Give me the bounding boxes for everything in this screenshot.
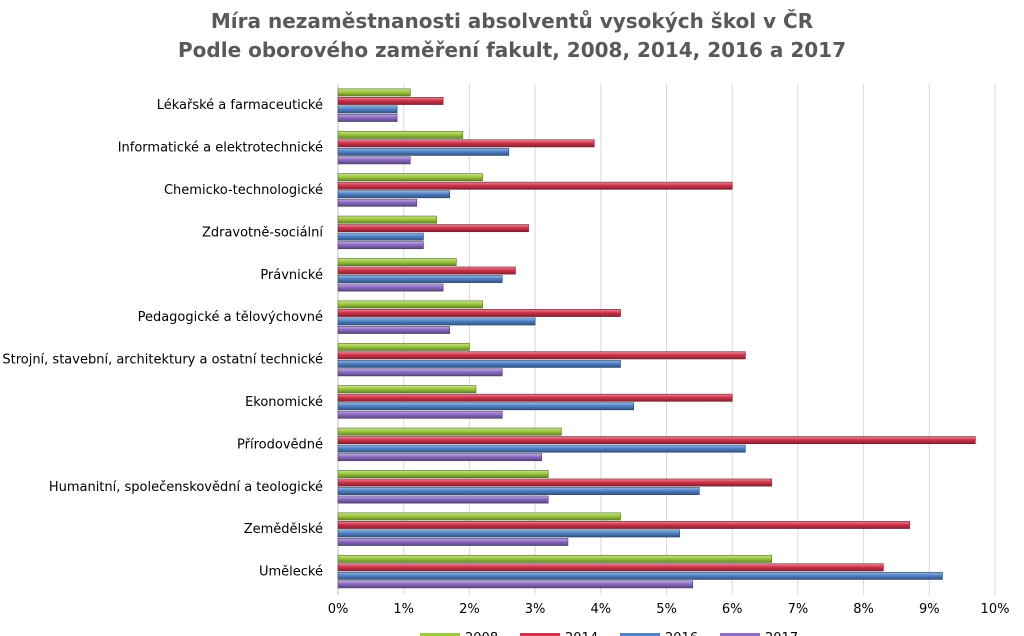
bar xyxy=(337,444,746,453)
chart-title: Míra nezaměstnanosti absolventů vysokých… xyxy=(210,9,814,33)
bar xyxy=(337,173,483,182)
x-tick-label: 4% xyxy=(590,602,611,617)
bar xyxy=(337,258,457,266)
x-tick-label: 5% xyxy=(656,602,677,617)
bar xyxy=(337,342,470,351)
bar xyxy=(337,181,733,190)
x-tick-label: 2% xyxy=(459,602,480,617)
category-label: Zdravotně-sociální xyxy=(202,225,323,240)
bar xyxy=(337,470,549,478)
category-label: Právnické xyxy=(260,268,323,283)
bar xyxy=(337,427,562,436)
bar xyxy=(337,529,680,538)
category-label: Informatické a elektrotechnické xyxy=(118,141,323,156)
bar xyxy=(337,512,621,521)
bar xyxy=(337,215,437,224)
category-label: Ekonomické xyxy=(245,395,323,410)
bar xyxy=(337,114,398,122)
bar xyxy=(337,283,444,292)
category-label: Strojní, stavební, architektury a ostatn… xyxy=(2,353,323,368)
bar xyxy=(337,385,477,394)
bar xyxy=(337,478,772,487)
bar xyxy=(337,326,450,334)
bar xyxy=(337,554,772,563)
x-tick-label: 7% xyxy=(788,602,809,617)
legend-label: 2014 xyxy=(565,631,598,636)
bar xyxy=(337,309,621,317)
bar xyxy=(337,198,418,207)
bar xyxy=(337,495,549,504)
legend-swatch xyxy=(720,633,760,636)
bar xyxy=(337,368,503,377)
legend-swatch xyxy=(520,633,560,636)
x-tick-label: 10% xyxy=(981,602,1010,617)
chart-subtitle: Podle oborového zaměření fakult, 2008, 2… xyxy=(178,38,846,62)
bar xyxy=(337,521,910,529)
category-label: Lékařské a farmaceutické xyxy=(157,98,323,113)
bar xyxy=(337,410,503,419)
bar xyxy=(337,359,621,368)
category-label: Přírodovědné xyxy=(237,437,323,452)
bar xyxy=(337,487,700,495)
bar xyxy=(337,402,634,411)
x-tick-label: 1% xyxy=(393,602,414,617)
x-tick-label: 6% xyxy=(722,602,743,617)
bar xyxy=(337,563,884,572)
legend-label: 2008 xyxy=(465,631,498,636)
bar xyxy=(337,147,510,156)
bar xyxy=(337,224,529,233)
bar xyxy=(337,88,411,97)
bar xyxy=(337,580,694,589)
bar xyxy=(337,436,976,445)
bar xyxy=(337,241,424,250)
category-label: Zemědělské xyxy=(244,522,323,537)
x-tick-label: 8% xyxy=(853,602,874,617)
bar xyxy=(337,571,943,580)
bar xyxy=(337,453,542,462)
x-tick-label: 3% xyxy=(525,602,546,617)
legend-swatch xyxy=(420,633,460,636)
bar xyxy=(337,232,424,241)
bar xyxy=(337,266,516,275)
bar xyxy=(337,317,536,326)
category-label: Humanitní, společenskovědní a teologické xyxy=(49,480,323,495)
category-label: Umělecké xyxy=(259,565,323,580)
bar xyxy=(337,105,398,114)
legend-label: 2016 xyxy=(665,631,698,636)
x-tick-label: 9% xyxy=(919,602,940,617)
legend-label: 2017 xyxy=(765,631,798,636)
bar xyxy=(337,393,733,402)
bar xyxy=(337,156,411,165)
legend-swatch xyxy=(620,633,660,636)
bar xyxy=(337,139,595,148)
bar xyxy=(337,275,503,283)
bar xyxy=(337,351,746,360)
bar xyxy=(337,130,464,139)
bar xyxy=(337,190,450,199)
category-label: Pedagogické a tělovýchovné xyxy=(138,310,323,325)
bar xyxy=(337,538,569,546)
bar xyxy=(337,300,483,309)
bar xyxy=(337,97,444,105)
category-label: Chemicko-technologické xyxy=(164,183,323,198)
x-tick-label: 0% xyxy=(328,602,349,617)
